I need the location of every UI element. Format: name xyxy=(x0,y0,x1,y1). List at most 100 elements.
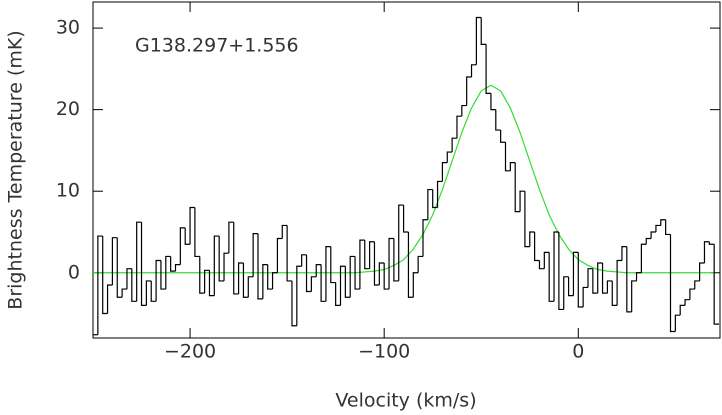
histogram-step xyxy=(500,130,506,143)
histogram-step xyxy=(606,280,613,294)
histogram-step xyxy=(694,280,700,290)
histogram-step xyxy=(660,219,666,226)
histogram-step xyxy=(252,233,258,277)
histogram-step xyxy=(407,231,414,298)
histogram-step xyxy=(194,207,200,258)
histogram-step xyxy=(102,236,108,315)
histogram-step xyxy=(315,264,322,277)
histogram-step xyxy=(563,276,569,310)
annotation: G138.297+1.556 xyxy=(135,35,299,57)
histogram-step xyxy=(344,266,351,298)
histogram-step xyxy=(538,260,545,270)
histogram-step xyxy=(548,252,555,302)
histogram-step xyxy=(592,268,598,294)
histogram-step xyxy=(174,264,181,272)
histogram-step xyxy=(359,239,365,290)
histogram-step xyxy=(364,240,370,270)
histogram-step xyxy=(179,227,186,265)
histogram-step xyxy=(369,241,375,269)
histogram-step xyxy=(597,262,603,294)
histogram-step xyxy=(708,241,715,245)
histogram-step xyxy=(703,241,710,263)
histogram-step xyxy=(199,256,205,294)
histogram-step xyxy=(514,162,521,213)
x-axis-label: Velocity (km/s) xyxy=(335,390,476,412)
x-tick-label: −100 xyxy=(358,341,410,363)
histogram-step xyxy=(136,221,142,302)
x-tick-label: −200 xyxy=(164,341,216,363)
histogram-step xyxy=(204,269,210,294)
histogram-step xyxy=(349,255,356,298)
histogram-step xyxy=(553,231,559,302)
histogram-step xyxy=(524,191,530,248)
histogram-step xyxy=(422,219,428,257)
histogram-step xyxy=(485,44,491,94)
histogram-step xyxy=(655,224,661,232)
histogram-step xyxy=(145,280,152,306)
histogram-step xyxy=(276,237,283,273)
x-tick-label: 0 xyxy=(572,341,584,363)
histogram-step xyxy=(417,255,423,273)
histogram-step xyxy=(689,288,695,300)
histogram-step xyxy=(432,189,438,209)
histogram-step xyxy=(111,237,118,285)
histogram-step xyxy=(116,237,123,298)
histogram-step xyxy=(470,64,477,78)
histogram-step xyxy=(291,280,297,327)
histogram-step xyxy=(640,243,647,273)
histogram-step xyxy=(412,272,419,298)
y-tick-label: 20 xyxy=(56,98,80,120)
histogram-step xyxy=(519,190,525,212)
histogram-step xyxy=(330,246,336,284)
histogram-step xyxy=(271,272,278,290)
histogram-step xyxy=(601,262,608,294)
histogram-step xyxy=(587,268,593,288)
histogram-step xyxy=(665,219,671,236)
histogram-step xyxy=(335,282,341,306)
histogram-step xyxy=(218,236,225,282)
histogram-step xyxy=(228,221,234,254)
histogram-step xyxy=(242,262,249,298)
histogram-step xyxy=(456,115,462,139)
histogram-step xyxy=(388,237,394,290)
histogram-step xyxy=(106,284,113,314)
histogram-step xyxy=(155,259,161,302)
histogram-step xyxy=(534,231,540,262)
histogram-step xyxy=(373,241,380,286)
histogram-step xyxy=(131,268,137,302)
histogram-step xyxy=(684,299,690,306)
histogram-step xyxy=(286,225,292,282)
histogram-step xyxy=(572,251,579,296)
histogram-step xyxy=(495,109,501,131)
histogram-step xyxy=(383,262,390,290)
histogram-step xyxy=(398,204,404,281)
histogram-step xyxy=(650,231,656,239)
histogram-step xyxy=(208,270,215,297)
histogram-step xyxy=(301,254,307,267)
histogram-step xyxy=(621,246,627,261)
histogram-step xyxy=(475,16,482,65)
histogram-step xyxy=(436,180,443,208)
plot-frame xyxy=(92,1,721,339)
histogram-step xyxy=(267,264,273,290)
y-tick-label: 0 xyxy=(68,261,80,283)
histogram-step xyxy=(480,17,487,46)
histogram-step xyxy=(165,255,171,290)
histogram-step xyxy=(320,264,326,302)
histogram-step xyxy=(631,280,637,312)
histogram-step xyxy=(378,262,385,285)
histogram-step xyxy=(310,276,317,292)
histogram-step xyxy=(402,205,409,233)
histogram-step xyxy=(223,252,229,281)
histogram-step xyxy=(713,244,720,325)
histogram-step xyxy=(451,137,457,153)
histogram-step xyxy=(509,162,516,171)
histogram-step xyxy=(189,206,195,245)
histogram-step xyxy=(616,259,622,306)
y-axis-label: Brightness Temperature (mK) xyxy=(5,30,27,309)
histogram-step xyxy=(247,276,254,298)
histogram-step xyxy=(262,264,268,299)
histogram-step xyxy=(296,265,302,326)
histogram-step xyxy=(126,268,132,290)
